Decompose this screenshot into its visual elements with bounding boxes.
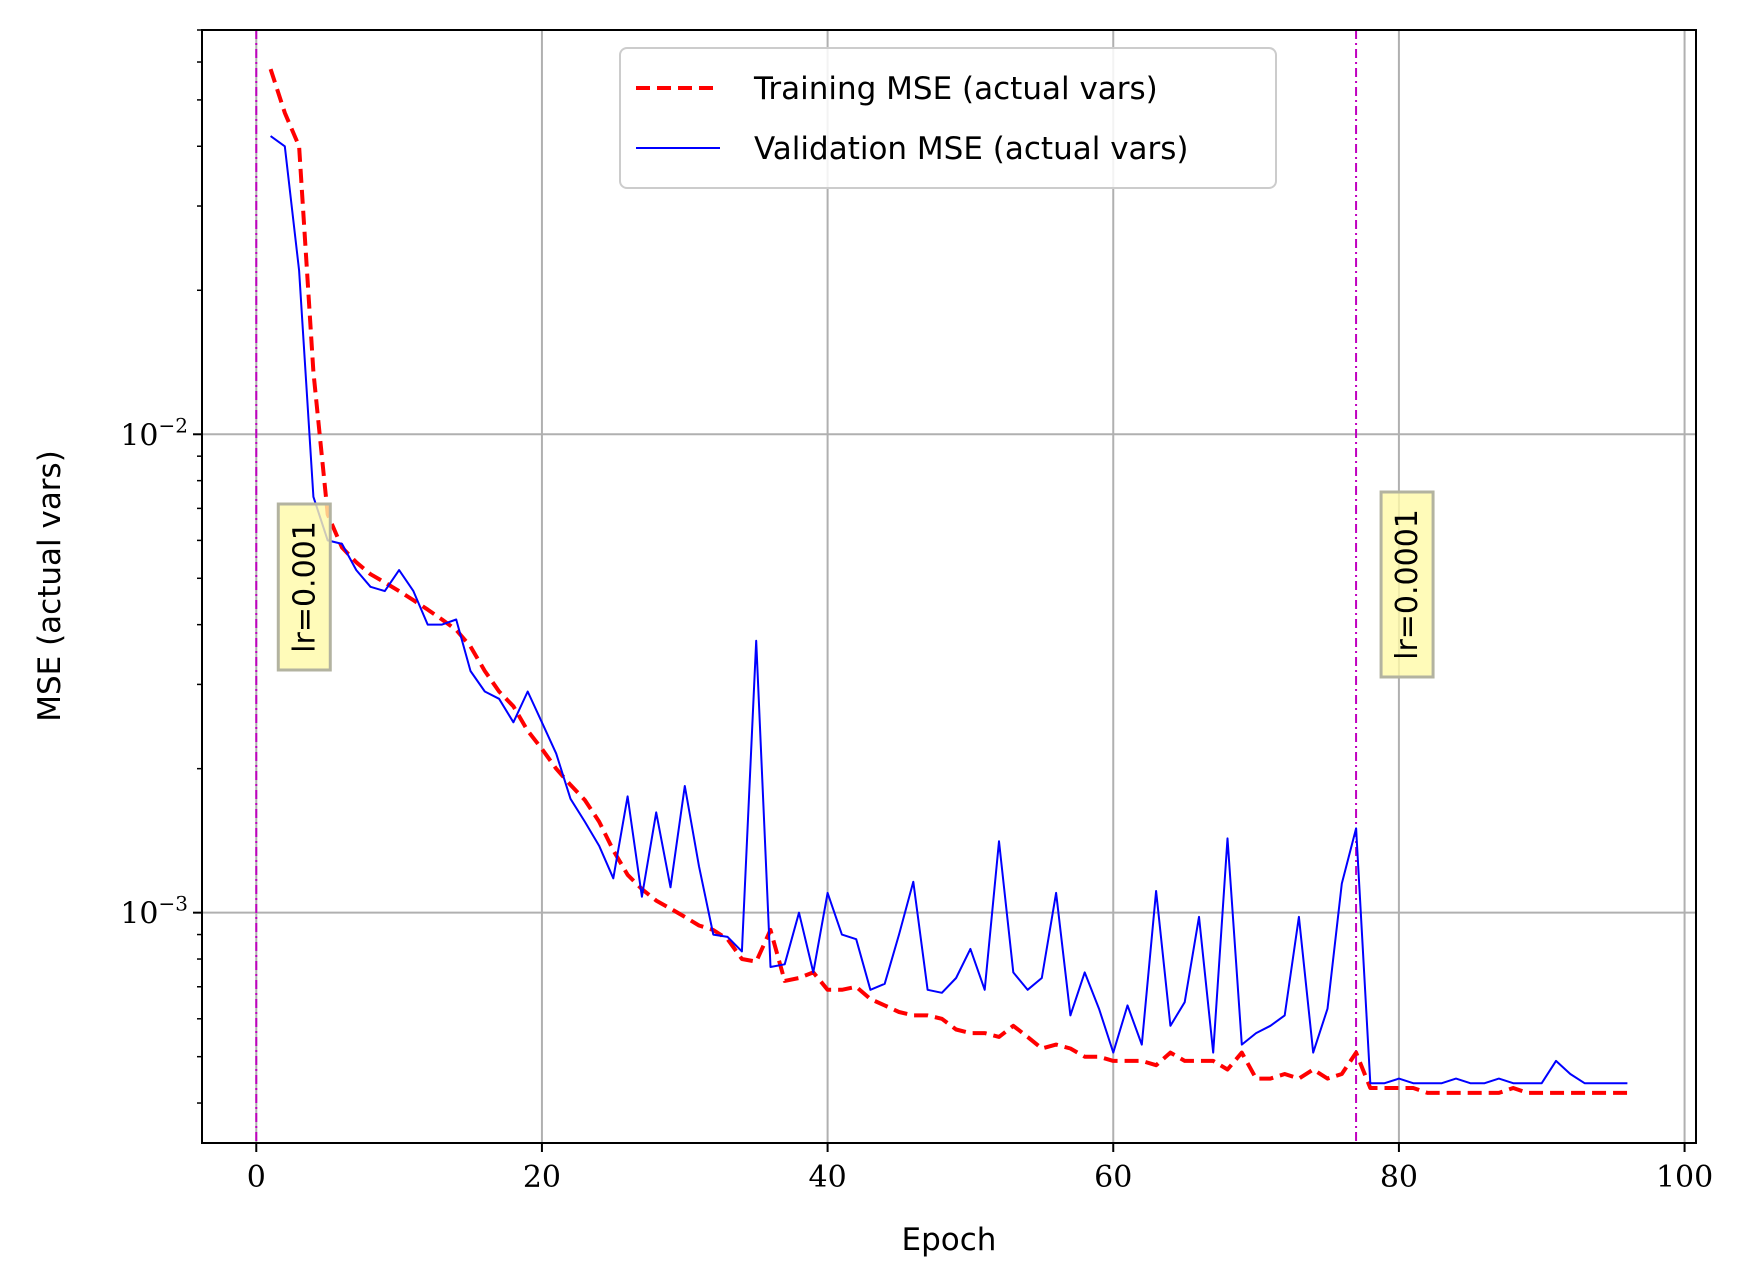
lr-annotation-label: lr=0.0001 xyxy=(1390,509,1425,660)
lr-annotation-box xyxy=(276,502,332,672)
training-mse-line xyxy=(268,68,1628,1095)
x-tick-label: 80 xyxy=(1380,1160,1418,1195)
x-tick-label: 0 xyxy=(247,1160,266,1195)
y-axis-label: MSE (actual vars) xyxy=(32,450,68,722)
x-tick-label: 60 xyxy=(1094,1160,1132,1195)
x-axis-label: Epoch xyxy=(902,1222,997,1258)
validation-mse-line xyxy=(270,135,1628,1085)
legend-box xyxy=(619,47,1277,189)
lr-lines xyxy=(255,30,1358,1143)
x-tick-label: 100 xyxy=(1656,1160,1713,1195)
legend-label: Training MSE (actual vars) xyxy=(753,71,1158,107)
x-tick-label: 40 xyxy=(809,1160,847,1195)
x-tick-label: 20 xyxy=(523,1160,561,1195)
legend-label: Validation MSE (actual vars) xyxy=(754,131,1189,167)
axis-ticks: 0 20 40 60 80 100 10−2 10−3 xyxy=(120,29,1713,1195)
y-tick-label: 10−3 xyxy=(120,892,188,932)
plot-frame xyxy=(201,29,1697,1144)
lr-annotation-box xyxy=(1379,490,1435,679)
lr-annotations: lr=0.001 lr=0.0001 xyxy=(276,490,1435,679)
series-lines xyxy=(268,68,1628,1095)
lr-annotation-label: lr=0.001 xyxy=(287,521,322,653)
legend: Training MSE (actual vars) Validation MSE… xyxy=(619,47,1277,189)
y-tick-label: 10−2 xyxy=(120,413,188,453)
